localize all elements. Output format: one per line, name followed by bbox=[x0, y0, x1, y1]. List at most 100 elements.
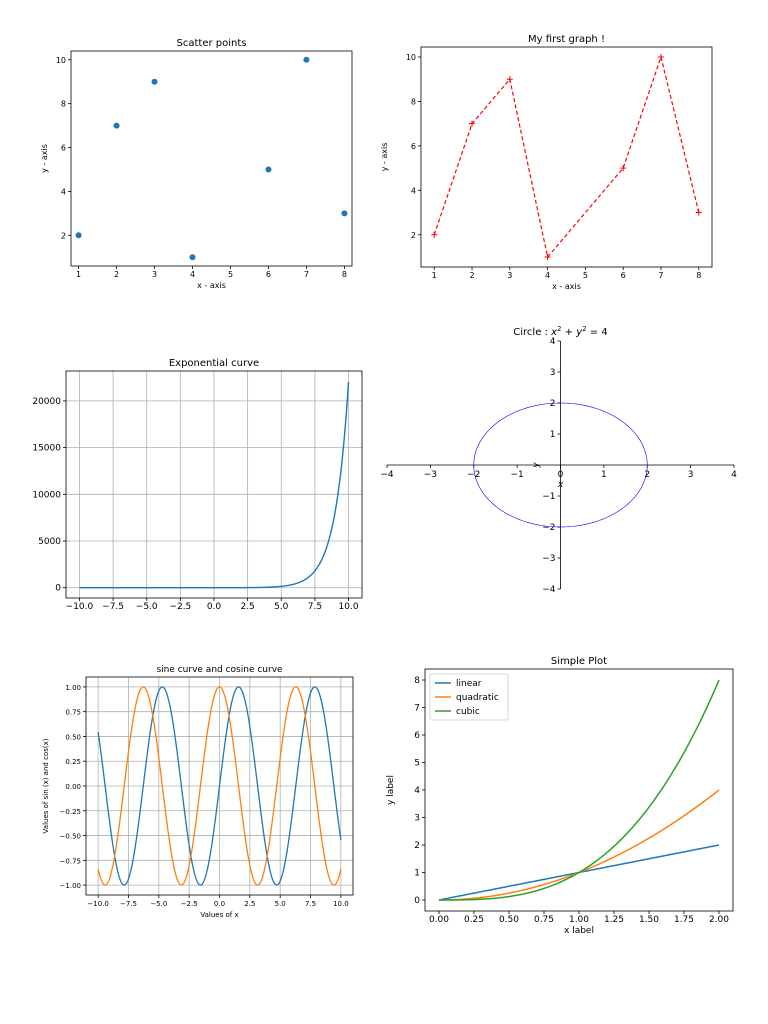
x-tick-label: −4 bbox=[380, 470, 394, 480]
legend: linear quadratic cubic bbox=[429, 673, 509, 721]
x-tick-label: 0.75 bbox=[534, 915, 554, 925]
y-tick-label: −1.00 bbox=[60, 882, 81, 890]
chart-title-part: 2 bbox=[582, 325, 586, 333]
y-tick-label: 0.00 bbox=[65, 783, 81, 791]
x-tick-label: 4 bbox=[545, 271, 550, 280]
x-tick-label: 1.75 bbox=[674, 915, 694, 925]
x-tick-label: 7 bbox=[304, 270, 309, 279]
x-tick-label: 0.50 bbox=[499, 915, 519, 925]
scatter-point bbox=[151, 78, 158, 85]
x-tick-label: 10.0 bbox=[333, 900, 349, 908]
chart-title: Exponential curve bbox=[169, 358, 259, 369]
x-tick-label: −5.0 bbox=[150, 900, 167, 908]
circle-curve bbox=[473, 402, 648, 528]
x-tick-label: 5 bbox=[228, 270, 233, 279]
plus-marker bbox=[657, 54, 664, 60]
x-tick-label: 7 bbox=[658, 271, 663, 280]
y-tick-label: 3 bbox=[550, 368, 556, 378]
plot-frame bbox=[420, 46, 713, 268]
y-tick-label: 5000 bbox=[38, 537, 61, 547]
chart-title-part: 2 bbox=[557, 325, 561, 333]
y-tick-label: 15000 bbox=[32, 444, 61, 454]
chart-title: Circle : x2 + y2 = 4 bbox=[513, 325, 607, 338]
chart-title-part: y bbox=[575, 327, 583, 338]
y-tick-label: 4 bbox=[550, 337, 556, 347]
y-tick-label: 10000 bbox=[32, 490, 61, 500]
chart-4: −10.0 −7.5 −5.0 −2.5 0.0 2.5 5.0 7.5 10.0 −1.00 −0… bbox=[42, 665, 354, 919]
y-axis-label: y bbox=[532, 462, 542, 469]
plus-marker bbox=[431, 231, 438, 238]
x-tick-label: 7.5 bbox=[308, 602, 322, 612]
y-tick-label: 0 bbox=[414, 896, 420, 906]
cosine-line bbox=[97, 686, 342, 886]
y-tick-label: 2 bbox=[550, 399, 556, 409]
chart-title: Scatter points bbox=[177, 38, 247, 49]
plus-marker bbox=[620, 165, 627, 172]
y-axis-label: y - axis bbox=[40, 144, 49, 173]
y-tick-label: 1 bbox=[414, 869, 420, 879]
y-tick-label: 1.00 bbox=[65, 684, 81, 692]
y-tick-label: −2 bbox=[542, 523, 555, 533]
y-tick-label: 0.50 bbox=[65, 733, 81, 741]
legend-box bbox=[429, 673, 509, 721]
x-tick-label: 7.5 bbox=[305, 900, 316, 908]
plus-marker bbox=[506, 76, 513, 83]
chart-title: Simple Plot bbox=[551, 656, 607, 667]
y-tick-label: 8 bbox=[61, 100, 66, 109]
plot-frame bbox=[70, 50, 353, 267]
y-tick-label: 4 bbox=[61, 187, 66, 196]
chart-1: 1 2 3 4 5 6 7 8 2 4 6 8 10 My first graph ! x - axis y … bbox=[380, 34, 713, 291]
x-tick-label: 2 bbox=[114, 270, 119, 279]
x-tick-label: 3 bbox=[688, 470, 694, 480]
x-tick-label: −2.5 bbox=[181, 900, 198, 908]
x-tick-label: 1 bbox=[601, 470, 607, 480]
y-tick-label: 20000 bbox=[32, 397, 61, 407]
y-tick-label: 0 bbox=[55, 584, 61, 594]
y-axis-label: Values of sin (x) and cos(x) bbox=[42, 738, 50, 833]
y-tick-label: 2 bbox=[411, 231, 416, 240]
chart-title: My first graph ! bbox=[528, 34, 605, 45]
chart-5: 0.00 0.25 0.50 0.75 1.00 1.25 1.50 1.75 2.00 0 1 2 3… bbox=[386, 656, 734, 936]
series-line bbox=[433, 54, 700, 259]
y-tick-label: −4 bbox=[542, 585, 556, 595]
x-tick-label: 2 bbox=[469, 271, 474, 280]
y-axis-label: y label bbox=[386, 775, 396, 805]
legend-label: quadratic bbox=[456, 693, 499, 703]
y-tick-label: 10 bbox=[56, 56, 66, 65]
x-tick-label: −2 bbox=[467, 470, 480, 480]
x-tick-label: 2.00 bbox=[709, 915, 729, 925]
x-tick-label: 1 bbox=[432, 271, 437, 280]
legend-label: linear bbox=[456, 679, 482, 689]
chart-title-part: x bbox=[550, 327, 557, 338]
x-tick-label: 4 bbox=[190, 270, 195, 279]
y-tick-label: 4 bbox=[411, 186, 416, 195]
y-tick-label: 10 bbox=[406, 53, 416, 62]
x-tick-label: −3 bbox=[424, 470, 437, 480]
x-tick-label: 0.0 bbox=[214, 900, 225, 908]
x-tick-label: −5.0 bbox=[136, 602, 158, 612]
y-tick-label: 7 bbox=[414, 704, 420, 714]
sine-line bbox=[97, 686, 342, 886]
y-tick-label: 6 bbox=[61, 144, 66, 153]
x-tick-label: 0.00 bbox=[429, 915, 449, 925]
y-tick-label: 6 bbox=[411, 142, 416, 151]
plus-marker bbox=[469, 120, 476, 127]
series-line-cubic bbox=[439, 679, 720, 901]
x-axis-label: Values of x bbox=[200, 911, 238, 919]
y-tick-label: 2 bbox=[61, 231, 66, 240]
scatter-point bbox=[265, 166, 272, 173]
scatter-point bbox=[341, 210, 348, 217]
x-tick-label: −10.0 bbox=[66, 602, 94, 612]
y-tick-label: −3 bbox=[542, 554, 555, 564]
x-tick-label: −7.5 bbox=[102, 602, 124, 612]
x-tick-label: 2.5 bbox=[240, 602, 254, 612]
x-tick-label: 5.0 bbox=[275, 900, 286, 908]
y-tick-label: −0.25 bbox=[60, 808, 81, 816]
x-tick-label: 2 bbox=[644, 470, 650, 480]
chart-title-part: = 4 bbox=[587, 327, 608, 338]
x-tick-label: 6 bbox=[621, 271, 626, 280]
scatter-point bbox=[303, 56, 310, 63]
chart-2: −10.0 −7.5 −5.0 −2.5 0.0 2.5 5.0 7.5 10.0 0 5000 10… bbox=[32, 358, 363, 612]
